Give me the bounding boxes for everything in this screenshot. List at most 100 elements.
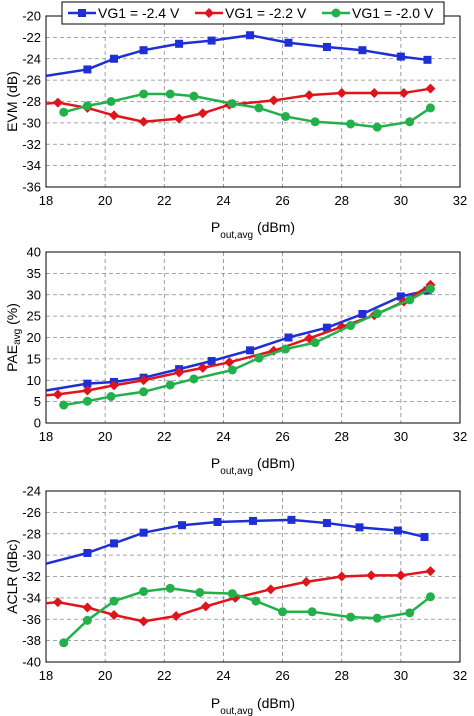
chart-evm: 18 20 22 24 26 28 30 32 -20 -22 -24 -26 -28 -30 -32 -3… xyxy=(4,9,467,241)
aclr-data-point-vg1-m22 xyxy=(336,571,347,582)
aclr-x-title-sub: out,avg xyxy=(220,706,253,716)
aclr-data-point-vg1-m20 xyxy=(307,607,317,617)
aclr-data-point-vg1-m22 xyxy=(138,616,149,627)
pae-data-point-vg1-m22 xyxy=(174,367,185,378)
pae-x-tick-label: 20 xyxy=(98,429,112,444)
aclr-y-ticks: -24 -26 -28 -30 -32 -34 -36 -38 -40 xyxy=(22,484,41,670)
evm-x-axis-title: Pout,avg (dBm) xyxy=(211,219,295,241)
aclr-data-point-vg1-m22 xyxy=(301,576,312,587)
pae-grid xyxy=(46,252,460,423)
evm-y-tick-label: -22 xyxy=(22,30,41,45)
pae-y-tick-label: 15 xyxy=(27,351,41,366)
aclr-data-point-vg1-m22 xyxy=(425,566,436,577)
pae-y-title-unit: (%) xyxy=(4,303,20,329)
pae-y-tick-label: 25 xyxy=(27,309,41,324)
pae-y-ticks: 0 5 10 15 20 25 30 35 40 xyxy=(27,245,41,431)
evm-data-point-vg1-m22 xyxy=(138,116,149,127)
pae-data-point-vg1-m20 xyxy=(189,374,199,384)
chart-pae: 18 20 22 24 26 28 30 32 0 5 10 15 20 25 30 35 40 Pout,a… xyxy=(4,245,467,477)
evm-y-tick-label: -28 xyxy=(22,94,41,109)
pae-data-point-vg1-m20 xyxy=(372,309,382,319)
pae-data-point-vg1-m20 xyxy=(82,396,92,406)
aclr-y-tick-label: -28 xyxy=(22,526,41,541)
aclr-data-point-vg1-m24 xyxy=(83,548,92,557)
legend-label-vg1-m24: VG1 = -2.4 V xyxy=(98,5,180,21)
pae-data-point-vg1-m20 xyxy=(139,387,149,397)
aclr-y-tick-label: -38 xyxy=(22,633,41,648)
pae-y-tick-label: 0 xyxy=(34,416,41,431)
legend-marker-diamond xyxy=(204,8,214,18)
evm-data-point-vg1-m24 xyxy=(358,46,367,55)
aclr-y-tick-label: -34 xyxy=(22,590,41,605)
aclr-data-point-vg1-m20 xyxy=(372,613,382,623)
aclr-x-ticks: 18 20 22 24 26 28 30 32 xyxy=(39,668,467,683)
evm-series-line-vg1-m22 xyxy=(45,87,431,124)
aclr-data-point-vg1-m22 xyxy=(366,570,377,581)
aclr-y-tick-label: -36 xyxy=(22,612,41,627)
pae-data-point-vg1-m20 xyxy=(310,338,320,348)
aclr-x-axis-title: Pout,avg (dBm) xyxy=(211,695,295,716)
evm-data-point-vg1-m20 xyxy=(82,101,92,111)
evm-data-point-vg1-m22 xyxy=(336,87,347,98)
pae-plot-frame xyxy=(45,251,461,424)
aclr-data-point-vg1-m20 xyxy=(59,638,69,648)
pae-x-ticks: 18 20 22 24 26 28 30 32 xyxy=(39,429,467,444)
evm-y-tick-label: -24 xyxy=(22,51,41,66)
evm-data-point-vg1-m20 xyxy=(106,97,116,106)
evm-y-tick-label: -30 xyxy=(22,115,41,130)
evm-data-point-vg1-m22 xyxy=(52,97,63,108)
evm-x-tick-label: 18 xyxy=(39,193,53,208)
aclr-data-point-vg1-m20 xyxy=(346,612,356,622)
pae-x-title-main: P xyxy=(211,455,220,471)
evm-x-tick-label: 24 xyxy=(216,193,230,208)
aclr-y-tick-label: -30 xyxy=(22,548,41,563)
legend-marker-square xyxy=(78,9,86,17)
aclr-data-point-vg1-m20 xyxy=(82,615,92,625)
evm-y-tick-label: -20 xyxy=(22,9,41,24)
aclr-data-point-vg1-m20 xyxy=(139,586,149,596)
aclr-x-tick-label: 32 xyxy=(453,668,467,683)
evm-x-tick-label: 22 xyxy=(157,193,171,208)
legend-marker-circle xyxy=(331,8,341,18)
aclr-y-tick-label: -32 xyxy=(22,569,41,584)
evm-data-point-vg1-m24 xyxy=(207,36,216,45)
aclr-data-point-vg1-m20 xyxy=(251,596,261,606)
pae-data-point-vg1-m24 xyxy=(207,357,216,366)
evm-data-point-vg1-m20 xyxy=(425,103,435,113)
evm-data-point-vg1-m22 xyxy=(197,108,208,119)
aclr-series-line-vg1-m24 xyxy=(45,518,425,565)
pae-x-tick-label: 32 xyxy=(453,429,467,444)
evm-x-title-main: P xyxy=(211,219,220,235)
evm-data-point-vg1-m24 xyxy=(83,65,92,74)
evm-data-point-vg1-m24 xyxy=(175,39,184,48)
pae-x-tick-label: 24 xyxy=(216,429,230,444)
aclr-data-point-vg1-m20 xyxy=(109,596,119,606)
evm-data-point-vg1-m20 xyxy=(165,89,175,99)
aclr-data-point-vg1-m22 xyxy=(52,597,63,608)
pae-data-point-vg1-m22 xyxy=(109,380,120,391)
evm-y-ticks: -20 -22 -24 -26 -28 -30 -32 -34 -36 xyxy=(22,9,41,195)
aclr-x-title-main: P xyxy=(211,695,220,711)
aclr-data-point-vg1-m24 xyxy=(420,532,429,541)
pae-data-point-vg1-m20 xyxy=(281,344,291,354)
evm-data-point-vg1-m22 xyxy=(268,95,279,106)
aclr-x-title-unit: (dBm) xyxy=(253,695,295,711)
evm-data-point-vg1-m24 xyxy=(396,52,405,61)
pae-y-title-main: PAE xyxy=(4,345,20,372)
pae-y-tick-label: 5 xyxy=(34,394,41,409)
aclr-data-point-vg1-m24 xyxy=(139,528,148,537)
pae-series-line-vg1-m24 xyxy=(45,289,428,392)
evm-series-line-vg1-m24 xyxy=(45,33,428,78)
pae-data-point-vg1-m20 xyxy=(106,391,116,401)
pae-y-tick-label: 30 xyxy=(27,287,41,302)
evm-data-point-vg1-m22 xyxy=(398,87,409,98)
evm-data-point-vg1-m24 xyxy=(423,55,432,64)
evm-data-point-vg1-m20 xyxy=(227,99,237,109)
evm-x-tick-label: 32 xyxy=(453,193,467,208)
evm-x-tick-label: 28 xyxy=(334,193,348,208)
legend: VG1 = -2.4 V VG1 = -2.2 V VG1 = -2.0 V xyxy=(61,1,445,25)
aclr-plot-frame xyxy=(45,490,461,663)
pae-data-point-vg1-m24 xyxy=(396,292,405,301)
pae-data-point-vg1-m24 xyxy=(83,379,92,388)
evm-series xyxy=(45,31,436,132)
